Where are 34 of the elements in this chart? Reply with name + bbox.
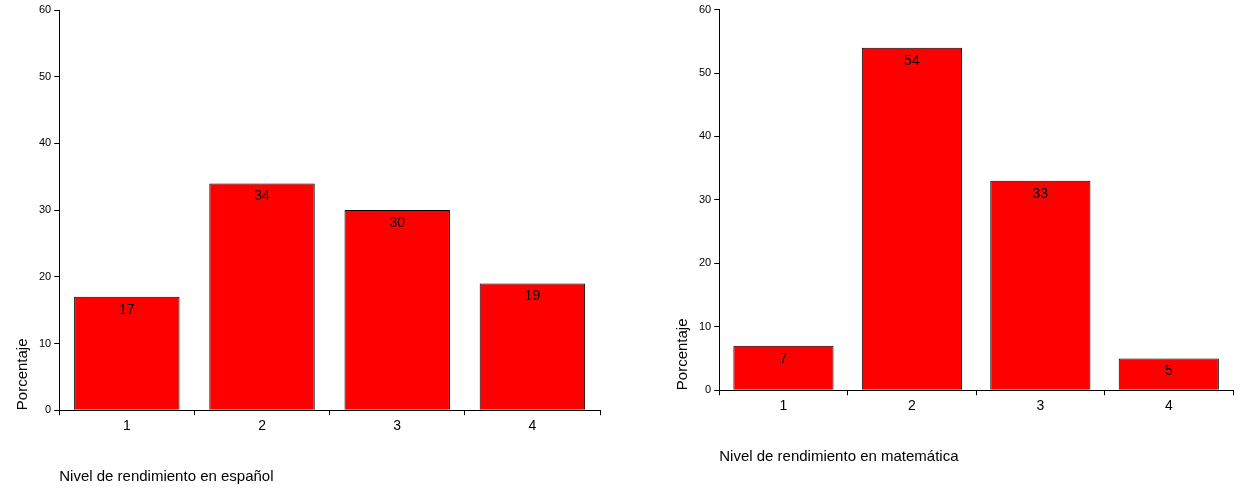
data-label: 19 (524, 287, 541, 304)
data-label: 34 (254, 187, 271, 204)
y-tick-label: 0 (705, 383, 712, 396)
y-tick-label: 50 (698, 66, 712, 79)
y-tick-label: 30 (38, 203, 52, 216)
x-tick-label: 1 (779, 397, 788, 414)
y-tick-label: 20 (38, 269, 52, 282)
x-tick-label: 4 (1164, 397, 1173, 414)
x-tick-label: 2 (258, 417, 267, 434)
y-axis-title: Porcentaje (673, 318, 691, 391)
x-tick-label: 2 (908, 397, 916, 414)
y-tick-label: 10 (38, 336, 52, 349)
y-tick-label: 50 (38, 69, 52, 82)
y-tick-label: 60 (698, 2, 712, 15)
x-tick-label: 3 (393, 417, 402, 434)
x-axis-title: Nivel de rendimiento en español (59, 467, 274, 485)
data-label: 5 (1164, 362, 1173, 379)
data-label: 33 (1032, 184, 1049, 201)
x-tick-label: 4 (528, 417, 537, 434)
x-tick-label: 1 (122, 417, 131, 434)
data-label: 54 (904, 51, 920, 68)
y-tick-label: 10 (698, 319, 712, 332)
y-tick-label: 20 (698, 256, 712, 269)
y-axis-title: Porcentaje (13, 338, 31, 411)
y-tick-label: 0 (45, 403, 52, 416)
y-tick-label: 60 (38, 3, 52, 16)
data-label: 17 (119, 300, 135, 317)
y-tick-label: 30 (698, 192, 712, 205)
data-label: 7 (779, 349, 788, 366)
data-label: 30 (389, 213, 406, 230)
y-tick-label: 40 (38, 136, 52, 149)
y-tick-label: 40 (698, 129, 712, 142)
x-tick-label: 3 (1036, 397, 1045, 414)
x-axis-title: Nivel de rendimiento en matemática (719, 447, 960, 465)
